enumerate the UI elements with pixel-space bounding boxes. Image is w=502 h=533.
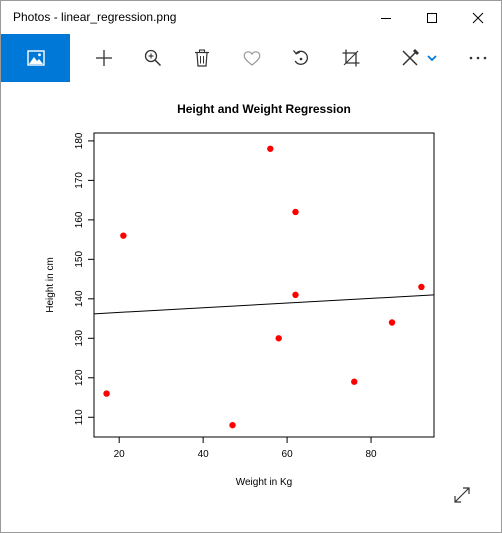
y-tick-label: 160 [74, 211, 85, 228]
delete-button[interactable] [187, 34, 217, 82]
maximize-icon [427, 12, 437, 23]
y-tick-label: 170 [74, 172, 85, 189]
data-point [292, 291, 299, 299]
crop-icon [342, 49, 360, 67]
expand-button[interactable] [453, 486, 477, 510]
toolbar [1, 34, 501, 82]
regression-chart: Height and Weight Regression 20 40 60 80 11… [45, 102, 435, 488]
zoom-in-icon [144, 49, 162, 67]
more-icon [469, 56, 487, 60]
close-button[interactable] [455, 1, 501, 34]
data-point [351, 378, 358, 385]
window-title: Photos - linear_regression.png [13, 10, 177, 24]
edit-draw-button[interactable] [397, 34, 443, 82]
x-tick-label: 40 [198, 449, 210, 460]
image-view[interactable]: Height and Weight Regression 20 40 60 80 11… [1, 82, 501, 532]
y-axis-label: Height in cm [45, 257, 56, 313]
x-tick-label: 60 [282, 449, 294, 460]
regression-line [93, 294, 435, 315]
home-button[interactable] [1, 34, 70, 82]
crop-button[interactable] [336, 34, 366, 82]
rotate-button[interactable] [286, 34, 316, 82]
x-axis: 20 40 60 80 [114, 437, 377, 460]
data-point [388, 319, 396, 326]
data-point [103, 390, 110, 397]
chart-title: Height and Weight Regression [177, 102, 351, 116]
more-button[interactable] [463, 34, 493, 82]
maximize-button[interactable] [409, 1, 455, 34]
y-tick-label: 180 [74, 132, 85, 149]
x-tick-label: 80 [365, 449, 377, 460]
regression-line-group [93, 294, 435, 315]
favorite-button[interactable] [237, 34, 267, 82]
data-point [229, 421, 236, 429]
y-axis: 110 120 130 140 150 160 170 180 [74, 132, 94, 425]
picture-icon [26, 50, 45, 66]
data-point [120, 232, 127, 239]
y-tick-label: 110 [74, 409, 85, 425]
expand-icon [454, 487, 470, 503]
data-point [275, 335, 282, 342]
data-points [103, 145, 425, 429]
data-point [267, 145, 274, 152]
heart-icon [243, 51, 261, 66]
trash-icon [195, 49, 209, 67]
data-point [292, 208, 299, 216]
x-axis-label: Weight in Kg [236, 477, 293, 488]
y-tick-label: 140 [74, 290, 85, 307]
plot-frame [93, 132, 435, 438]
add-button[interactable] [89, 34, 119, 82]
title-bar[interactable]: Photos - linear_regression.png [1, 1, 501, 34]
x-tick-label: 20 [114, 449, 126, 460]
y-tick-label: 120 [74, 369, 85, 386]
y-tick-label: 150 [74, 251, 85, 268]
minimize-icon [381, 17, 391, 19]
minimize-button[interactable] [363, 1, 409, 34]
data-point [418, 283, 425, 291]
close-icon [472, 12, 484, 23]
edit-draw-icon [402, 49, 437, 66]
plus-icon [96, 50, 112, 66]
y-tick-label: 130 [74, 330, 85, 347]
rotate-icon [292, 50, 308, 65]
zoom-button[interactable] [138, 34, 168, 82]
